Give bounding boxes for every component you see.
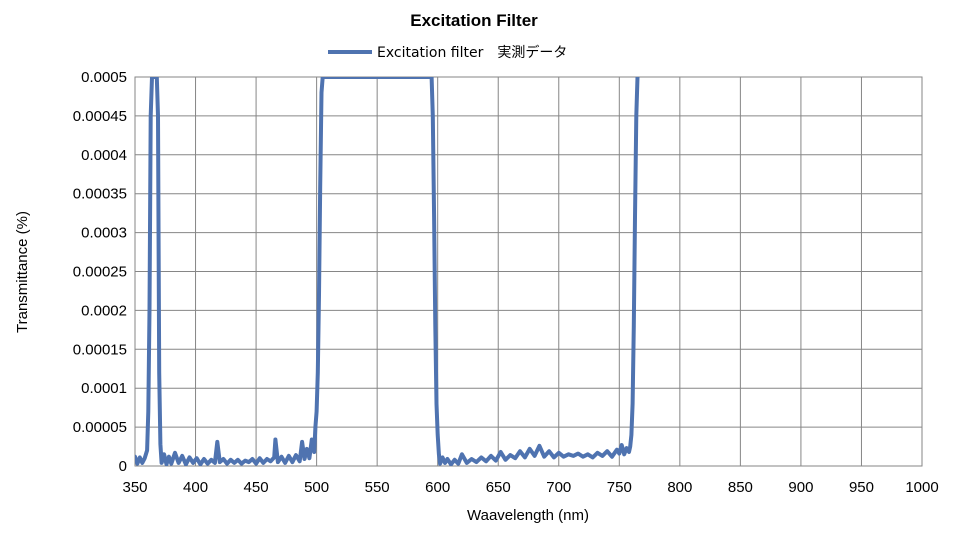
y-axis-tick-labels: 0 0.00005 0.0001 0.00015 0.0002 0.00025 0.0003… (73, 69, 127, 475)
y-axis-label: Transmittance (%) (14, 211, 31, 333)
x-axis-tick-labels: 350 400 450 500 550 600 650 700 750 800 850 900 950 1… (122, 479, 938, 496)
x-tick-label: 800 (667, 479, 692, 496)
legend-entry-label: Excitation filter 実測データ (377, 44, 567, 61)
legend: Excitation filter 実測データ (328, 44, 567, 61)
x-tick-label: 500 (304, 479, 329, 496)
x-tick-label: 650 (486, 479, 511, 496)
y-tick-label: 0.0003 (81, 225, 127, 242)
series-layer (135, 77, 640, 466)
chart-title: Excitation Filter (410, 11, 538, 30)
y-tick-label: 0.0002 (81, 302, 127, 319)
x-tick-label: 450 (244, 479, 269, 496)
x-tick-label: 700 (546, 479, 571, 496)
x-tick-label: 750 (607, 479, 632, 496)
y-tick-label: 0.00045 (73, 108, 127, 125)
y-tick-label: 0.0001 (81, 380, 127, 397)
x-tick-label: 850 (728, 479, 753, 496)
y-tick-label: 0.0004 (81, 147, 127, 164)
x-tick-label: 600 (425, 479, 450, 496)
x-tick-label: 950 (849, 479, 874, 496)
x-tick-label: 400 (183, 479, 208, 496)
x-tick-label: 1000 (905, 479, 938, 496)
y-tick-label: 0.00005 (73, 419, 127, 436)
y-tick-label: 0.00025 (73, 264, 127, 281)
y-tick-label: 0.00035 (73, 186, 127, 203)
x-tick-label: 550 (365, 479, 390, 496)
x-tick-label: 900 (788, 479, 813, 496)
x-axis-label: Waavelength (nm) (467, 507, 589, 524)
x-tick-label: 350 (122, 479, 147, 496)
series-line-0 (135, 77, 640, 466)
y-tick-label: 0.00015 (73, 341, 127, 358)
y-tick-label: 0 (119, 458, 127, 475)
y-tick-label: 0.0005 (81, 69, 127, 86)
plot-area-border (134, 76, 923, 467)
